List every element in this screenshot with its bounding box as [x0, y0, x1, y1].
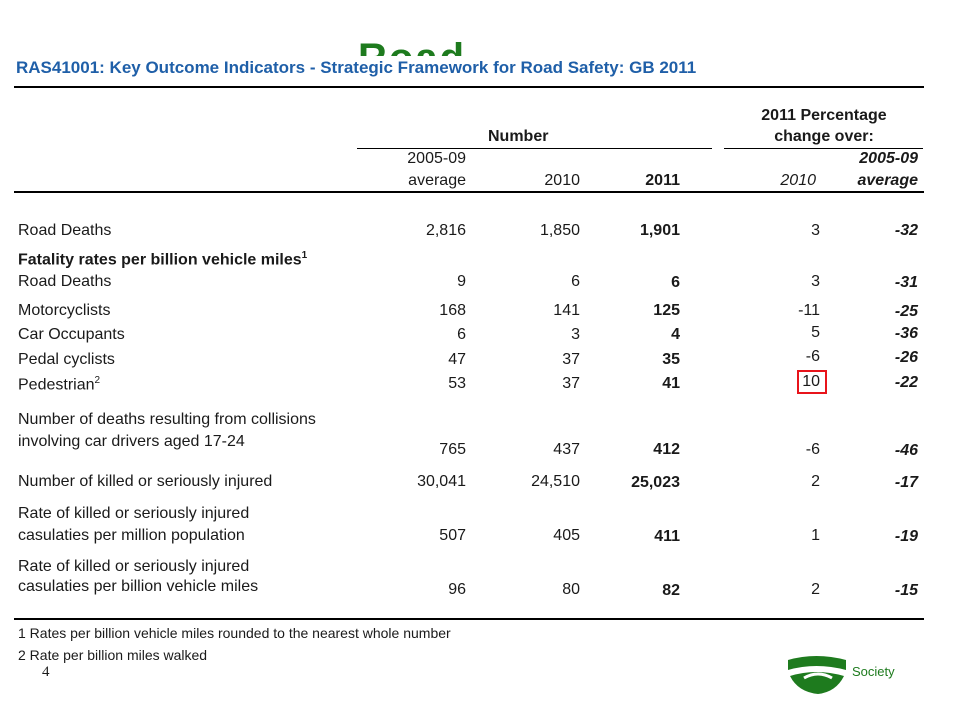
row-label: Number of killed or seriously injured	[18, 473, 273, 490]
cell-p1: 1	[811, 527, 820, 544]
cell-v2: 437	[553, 441, 580, 458]
cell-v2: 80	[562, 581, 580, 598]
row-label-line1: Rate of killed or seriously injured	[18, 558, 250, 575]
footnote-2: 2 Rate per billion miles walked	[18, 647, 208, 663]
cell-v1: 96	[448, 581, 466, 598]
cell-v3: 125	[653, 302, 680, 319]
cell-v3: 1,901	[639, 222, 680, 239]
row-label-line2: casulaties per million population	[18, 527, 245, 544]
highlight-box	[797, 370, 827, 394]
header-col5-line1: 2005-09	[859, 150, 918, 167]
cell-p1: 3	[811, 273, 820, 290]
cell-v3: 25,023	[631, 474, 680, 491]
cell-p2: -46	[894, 442, 918, 459]
cell-p1: 3	[811, 222, 820, 239]
cell-v2: 141	[553, 302, 580, 319]
cell-v3: 82	[662, 582, 680, 599]
row-label-line2: casulaties per billion vehicle miles	[18, 578, 259, 595]
cell-p1: 5	[811, 324, 820, 341]
logo-text: Society	[852, 664, 895, 679]
rule-pct-group	[724, 148, 923, 149]
table-title: RAS41001: Key Outcome Indicators - Strat…	[16, 58, 697, 78]
row-label: Road Deaths	[18, 273, 112, 290]
cell-p2: -31	[894, 274, 918, 291]
row-label-line1: Rate of killed or seriously injured	[18, 505, 250, 522]
row-label-line1: Number of deaths resulting from collisio…	[18, 411, 316, 428]
cell-v1: 2,816	[425, 222, 466, 239]
row-label-pedestrian: Pedestrian2	[18, 375, 100, 394]
cell-p2: -15	[894, 582, 918, 599]
header-col5-line2: average	[857, 172, 919, 189]
cell-v2: 1,850	[539, 222, 580, 239]
header-col1-line1: 2005-09	[407, 150, 466, 167]
cell-v1: 53	[448, 375, 466, 392]
cell-p2: -17	[894, 474, 918, 491]
cell-p1: 2	[811, 581, 820, 598]
cell-v1: 168	[439, 302, 466, 319]
background-slide-heading: Road	[358, 30, 466, 56]
cell-v2: 37	[562, 351, 580, 368]
cell-p2: -32	[894, 222, 918, 239]
cell-p2: -22	[894, 374, 918, 391]
rule-top	[14, 86, 924, 88]
row-label: Pedal cyclists	[18, 351, 115, 368]
cell-v1: 765	[439, 441, 466, 458]
rule-header-bottom	[14, 191, 924, 193]
header-number-group: Number	[488, 128, 549, 145]
rule-number-group	[357, 148, 712, 149]
cell-p2: -19	[894, 528, 918, 545]
cell-p2: -25	[894, 303, 918, 320]
rule-table-bottom	[14, 618, 924, 620]
cell-p1: -6	[805, 348, 820, 365]
cell-p1: -6	[805, 441, 820, 458]
header-pct-line1: 2011 Percentage	[761, 107, 887, 124]
cell-v2: 37	[562, 375, 580, 392]
header-col4: 2010	[780, 172, 816, 189]
footnote-marker: 1	[301, 250, 308, 261]
page-number: 4	[42, 664, 50, 680]
row-label: Motorcyclists	[18, 302, 111, 319]
cell-v2: 405	[553, 527, 580, 544]
row-label-text: Pedestrian	[18, 376, 95, 394]
cell-v3: 412	[653, 441, 680, 458]
cell-p1: 2	[811, 473, 820, 490]
header-col1-line2: average	[408, 172, 466, 189]
cell-v1: 30,041	[417, 473, 466, 490]
cell-p2: -36	[894, 325, 918, 342]
header-pct-line2: change over:	[774, 128, 874, 145]
cell-v3: 41	[662, 375, 680, 392]
cell-v1: 6	[457, 326, 466, 343]
header-col3: 2011	[645, 172, 680, 189]
cell-v3: 4	[671, 326, 680, 343]
cell-p1-highlighted: 10	[802, 373, 820, 390]
footnote-1: 1 Rates per billion vehicle miles rounde…	[18, 625, 451, 641]
cell-v2: 6	[571, 273, 580, 290]
cell-v1: 47	[448, 351, 466, 368]
section-heading-text: Fatality rates per billion vehicle miles	[18, 251, 302, 269]
row-label-line2: involving car drivers aged 17-24	[18, 433, 245, 450]
cell-v3: 6	[671, 274, 680, 291]
cell-v3: 35	[662, 351, 680, 368]
row-label: Road Deaths	[18, 222, 112, 239]
header-col2: 2010	[544, 172, 580, 189]
cell-p1: -11	[798, 302, 820, 319]
cell-v2: 3	[571, 326, 580, 343]
cell-v2: 24,510	[531, 473, 580, 490]
cell-p2: -26	[894, 349, 918, 366]
cell-v1: 507	[439, 527, 466, 544]
cell-v3: 411	[654, 528, 680, 545]
cell-v1: 9	[457, 273, 466, 290]
society-logo-icon	[788, 656, 846, 694]
row-label: Car Occupants	[18, 326, 125, 343]
section-heading-fatality-rates: Fatality rates per billion vehicle miles…	[18, 250, 307, 269]
footnote-marker: 2	[94, 375, 101, 386]
